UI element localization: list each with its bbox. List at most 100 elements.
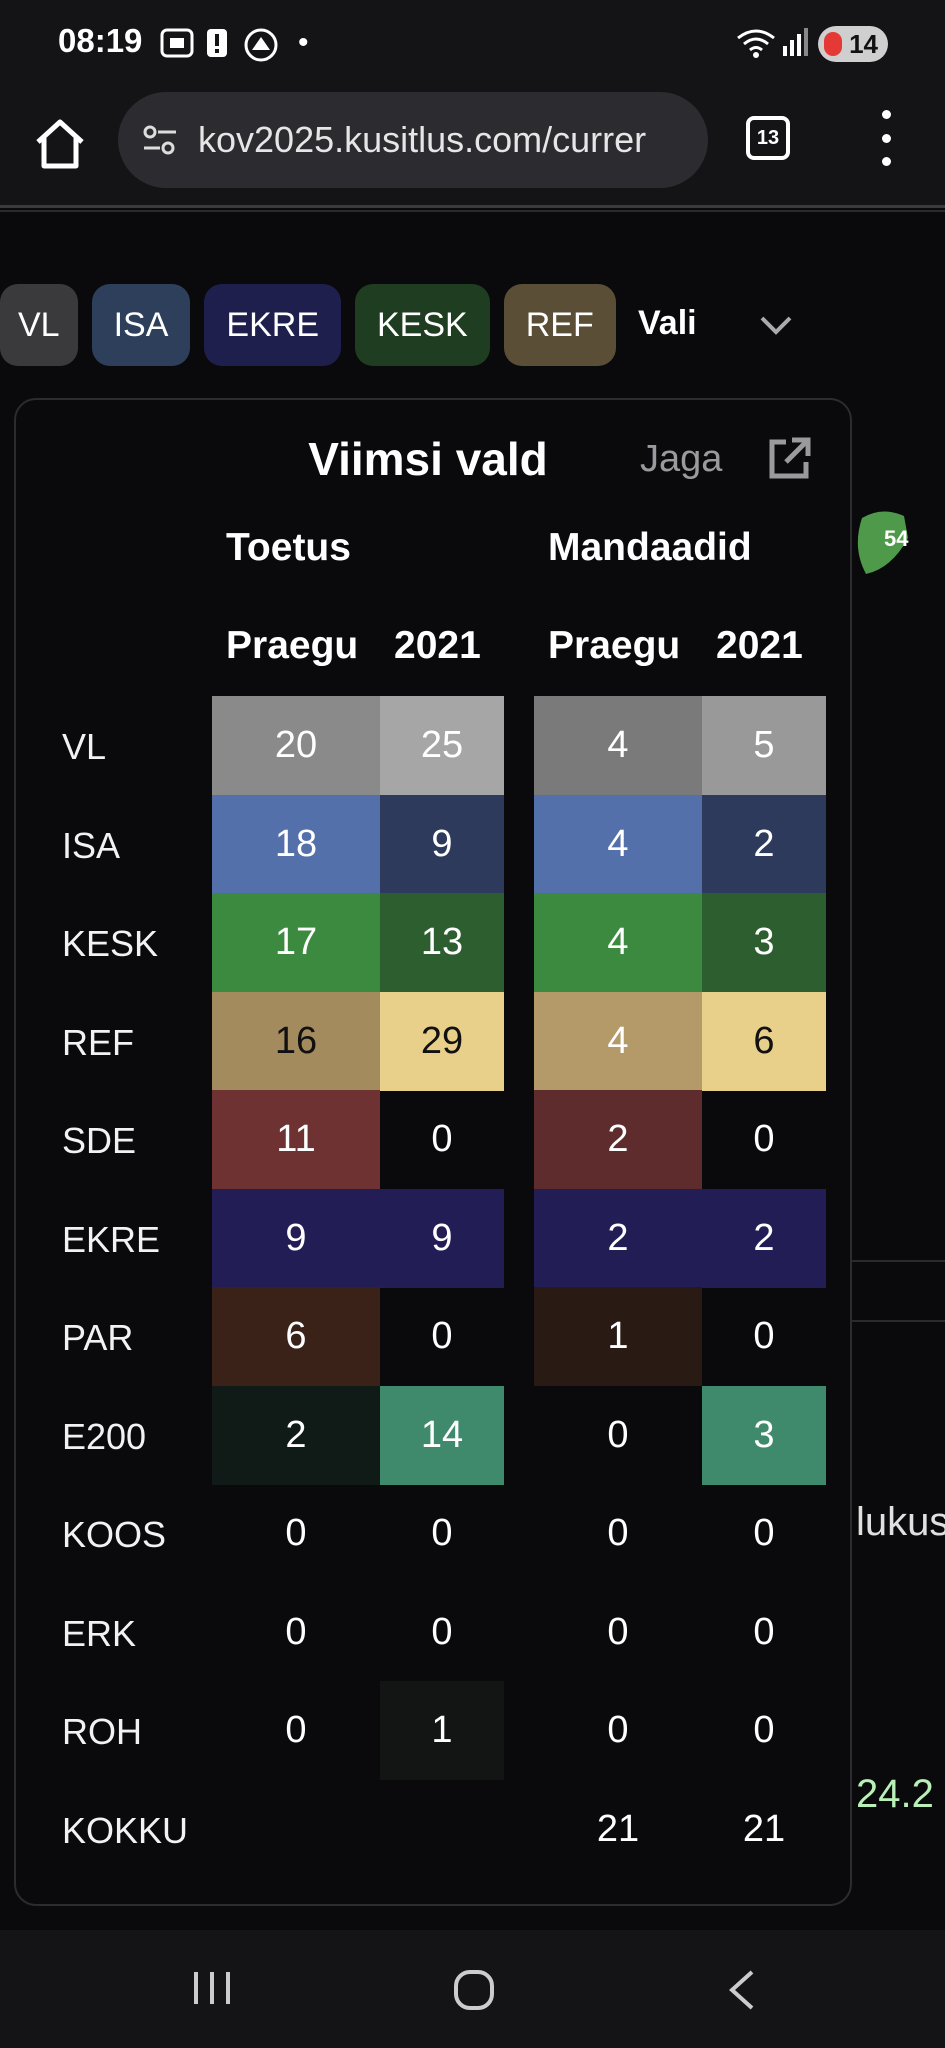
support-2021-cell: 9 [380, 794, 504, 894]
support-now-cell: 0 [285, 1512, 307, 1554]
page-divider [852, 1260, 945, 1262]
support-now-cell: 0 [285, 1610, 307, 1653]
seats-now-cell: 4 [534, 893, 702, 992]
page-divider [0, 210, 945, 212]
seats-2021-cell: 2 [702, 1188, 826, 1288]
seats-now-cell: 0 [607, 1512, 629, 1554]
chip-label: REF [525, 305, 594, 344]
site-settings-icon[interactable] [140, 120, 180, 160]
url-text[interactable]: kov2025.kusitlus.com/currer [198, 119, 647, 160]
tab-switcher-button[interactable]: 13 [746, 116, 790, 160]
dot-icon: • [298, 26, 309, 59]
chip-isa[interactable]: ISA [91, 284, 191, 366]
support-2021-cell [380, 1780, 504, 1879]
screenshot-icon [160, 28, 194, 62]
chip-label: EKRE [226, 305, 319, 344]
seats-now-cell: 2 [534, 1090, 702, 1189]
seats-2021-cell: 3 [702, 1385, 826, 1485]
support-2021-cell: 9 [380, 1188, 504, 1288]
support-now-cell: 20 [212, 696, 380, 795]
seats-2021-cell: 0 [753, 1512, 775, 1554]
party-label: KOOS [62, 1514, 167, 1555]
seats-now-cell: 0 [607, 1709, 629, 1751]
party-label: ROH [62, 1711, 142, 1752]
address-bar[interactable]: kov2025.kusitlus.com/currer [118, 92, 708, 188]
background-partial-number: 24.2 [856, 1772, 934, 1816]
chip-vl[interactable]: VL [0, 284, 78, 366]
party-label: ISA [62, 824, 121, 866]
chip-ekre[interactable]: EKRE [204, 284, 341, 366]
background-partial-text: lukus [856, 1500, 945, 1544]
support-2021-cell: 14 [380, 1385, 504, 1485]
support-now-cell: 9 [212, 1188, 380, 1288]
battery-indicator: 14 [818, 26, 888, 62]
app-notification-icon [244, 28, 278, 66]
chip-label: VL [18, 305, 60, 344]
map-region-marker[interactable] [852, 508, 912, 578]
party-label: EKRE [62, 1218, 161, 1260]
support-now-cell: 16 [212, 991, 380, 1091]
map-badge-value: 54 [884, 526, 909, 551]
recents-icon[interactable] [190, 1968, 234, 2008]
seats-header: Mandaadid [548, 526, 752, 569]
chip-label: KESK [377, 305, 468, 344]
support-2021-cell: 0 [431, 1610, 453, 1653]
seats-2021-cell: 0 [753, 1610, 775, 1653]
chip-kesk[interactable]: KESK [355, 284, 490, 366]
party-label: E200 [62, 1415, 147, 1457]
seats-2021-cell: 6 [702, 991, 826, 1091]
seats-now-header: Praegu [548, 624, 681, 667]
support-now-header: Praegu [226, 624, 359, 667]
party-label: REF [62, 1021, 134, 1063]
back-icon[interactable] [724, 1968, 758, 2012]
support-2021-cell: 29 [380, 991, 504, 1091]
party-label: VL [62, 726, 107, 767]
support-now-cell: 18 [212, 794, 380, 894]
support-header: Toetus [226, 526, 351, 569]
seats-2021-cell: 0 [753, 1118, 775, 1160]
party-label: ERK [62, 1612, 137, 1654]
support-now-cell: 6 [212, 1287, 380, 1386]
seats-now-cell: 4 [534, 696, 702, 795]
seats-now-cell: 1 [534, 1287, 702, 1386]
support-now-cell: 2 [212, 1385, 380, 1485]
home-icon[interactable] [30, 114, 90, 174]
seats-2021-cell: 0 [753, 1709, 775, 1751]
more-menu-icon[interactable] [872, 110, 900, 166]
seats-2021-cell: 21 [742, 1807, 786, 1850]
seats-now-cell: 0 [607, 1610, 629, 1653]
support-2021-cell: 25 [380, 696, 504, 795]
status-bar: 08:19 • 14 [0, 0, 945, 88]
support-2021-cell: 0 [431, 1512, 453, 1554]
seats-now-cell: 0 [607, 1413, 629, 1456]
municipality-popup: Viimsi vald Jaga Toetus Mandaadid Praegu… [14, 398, 852, 1906]
page-divider [852, 1320, 945, 1322]
party-filter-chips: VL ISA EKRE KESK REF [0, 284, 616, 366]
support-2021-header: 2021 [394, 624, 481, 667]
signal-icon [782, 28, 808, 60]
support-2021-cell: 0 [431, 1118, 453, 1160]
support-now-cell: 11 [212, 1090, 380, 1189]
external-link-icon[interactable] [764, 434, 814, 484]
chevron-down-icon[interactable] [758, 310, 794, 340]
party-label: SDE [62, 1120, 137, 1161]
support-now-cell: 0 [285, 1709, 307, 1751]
wifi-icon [736, 28, 776, 62]
chip-ref[interactable]: REF [503, 284, 616, 366]
share-button[interactable]: Jaga [640, 438, 723, 480]
home-nav-icon[interactable] [452, 1968, 496, 2012]
seats-now-cell: 4 [534, 794, 702, 894]
alert-icon [206, 28, 228, 62]
seats-2021-cell: 2 [702, 794, 826, 894]
party-select[interactable]: Vali [638, 304, 697, 342]
seats-2021-header: 2021 [716, 624, 803, 667]
battery-saver-icon [824, 32, 842, 56]
party-label: KESK [62, 923, 159, 964]
seats-now-cell: 21 [596, 1807, 640, 1850]
seats-now-cell: 4 [534, 991, 702, 1091]
support-now-cell [212, 1780, 380, 1879]
party-label: KOKKU [62, 1809, 189, 1851]
browser-toolbar: kov2025.kusitlus.com/currer 13 [0, 88, 945, 208]
support-2021-cell: 1 [380, 1681, 504, 1780]
popup-title: Viimsi vald [308, 433, 548, 485]
